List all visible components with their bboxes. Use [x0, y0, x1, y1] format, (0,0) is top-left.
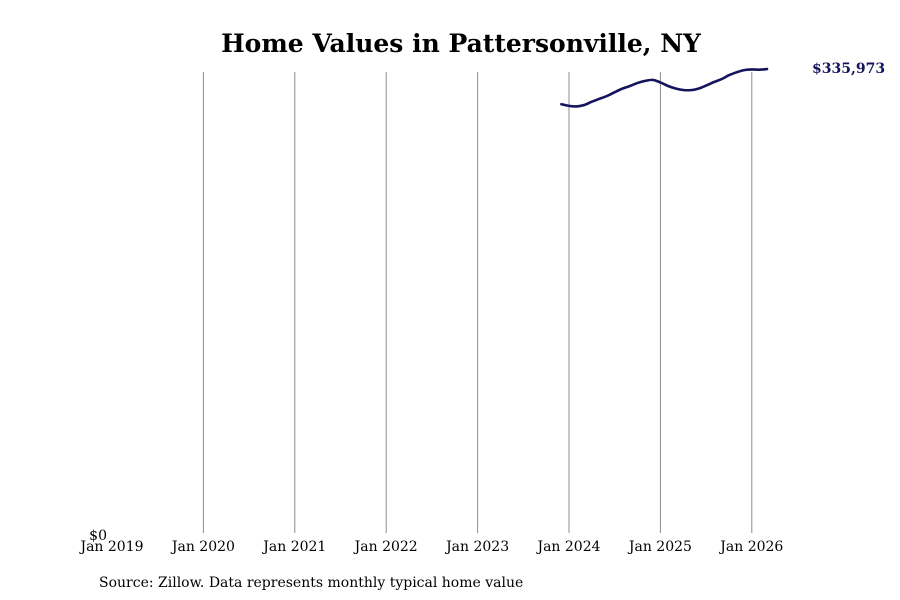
x-tick-label: Jan 2020	[170, 539, 235, 555]
x-tick-label: Jan 2021	[261, 539, 326, 555]
source-note: Source: Zillow. Data represents monthly …	[99, 575, 523, 591]
series-line	[560, 67, 769, 108]
latest-value-label: $335,973	[812, 61, 885, 77]
chart-title: Home Values in Pattersonville, NY	[221, 29, 702, 58]
x-tick-label: Jan 2025	[627, 539, 692, 555]
x-tick-label: Jan 2023	[444, 539, 509, 555]
x-tick-label: Jan 2026	[718, 539, 783, 555]
x-tick-label: Jan 2024	[535, 539, 600, 555]
y-tick-label: $0	[89, 528, 107, 544]
series-lines	[560, 67, 769, 108]
x-tick-label: Jan 2019	[78, 539, 143, 555]
gridlines	[202, 72, 753, 533]
y-axis-ticks: $0	[89, 528, 107, 544]
x-axis-ticks: Jan 2019 Jan 2020 Jan 2021 Jan 2022 Jan 2023…	[78, 539, 783, 555]
x-tick-label: Jan 2022	[353, 539, 418, 555]
